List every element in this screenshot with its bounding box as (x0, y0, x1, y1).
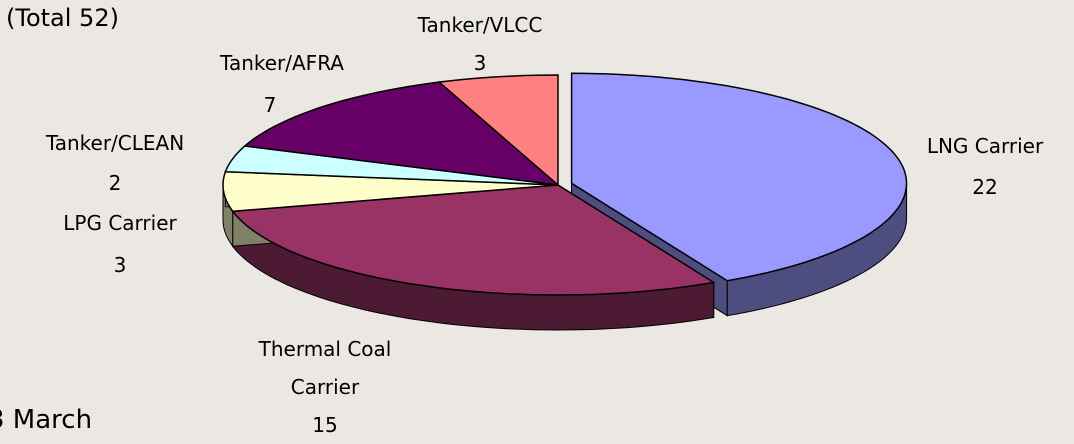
value-label: 7 (263, 93, 277, 117)
value-label: 2 (108, 171, 122, 195)
value-label: 22 (972, 175, 998, 199)
annotation: 3 March (0, 405, 93, 435)
slice (570, 72, 908, 282)
value-label: 3 (113, 253, 127, 277)
slice (222, 170, 559, 213)
slice-label: Tanker/AFRA (220, 51, 344, 75)
slice-label: Thermal Coal Carrier (258, 337, 392, 399)
slice (231, 184, 716, 296)
page: (Total 52) 3 March 〈 LNG Carrier 22 Therma… (0, 4, 1074, 437)
annotation: 〈 (1062, 212, 1074, 247)
slice-label: LPG Carrier (63, 211, 177, 235)
value-label: 3 (473, 51, 487, 75)
slice-label: Tanker/CLEAN (45, 131, 185, 155)
slice (437, 74, 559, 187)
slice-label: Tanker/VLCC (417, 13, 543, 37)
value-label: 15 (312, 413, 338, 437)
slice (242, 81, 561, 187)
subtitle: (Total 52) (6, 4, 119, 32)
slice-label: LNG Carrier (926, 134, 1044, 158)
chart (222, 72, 908, 331)
